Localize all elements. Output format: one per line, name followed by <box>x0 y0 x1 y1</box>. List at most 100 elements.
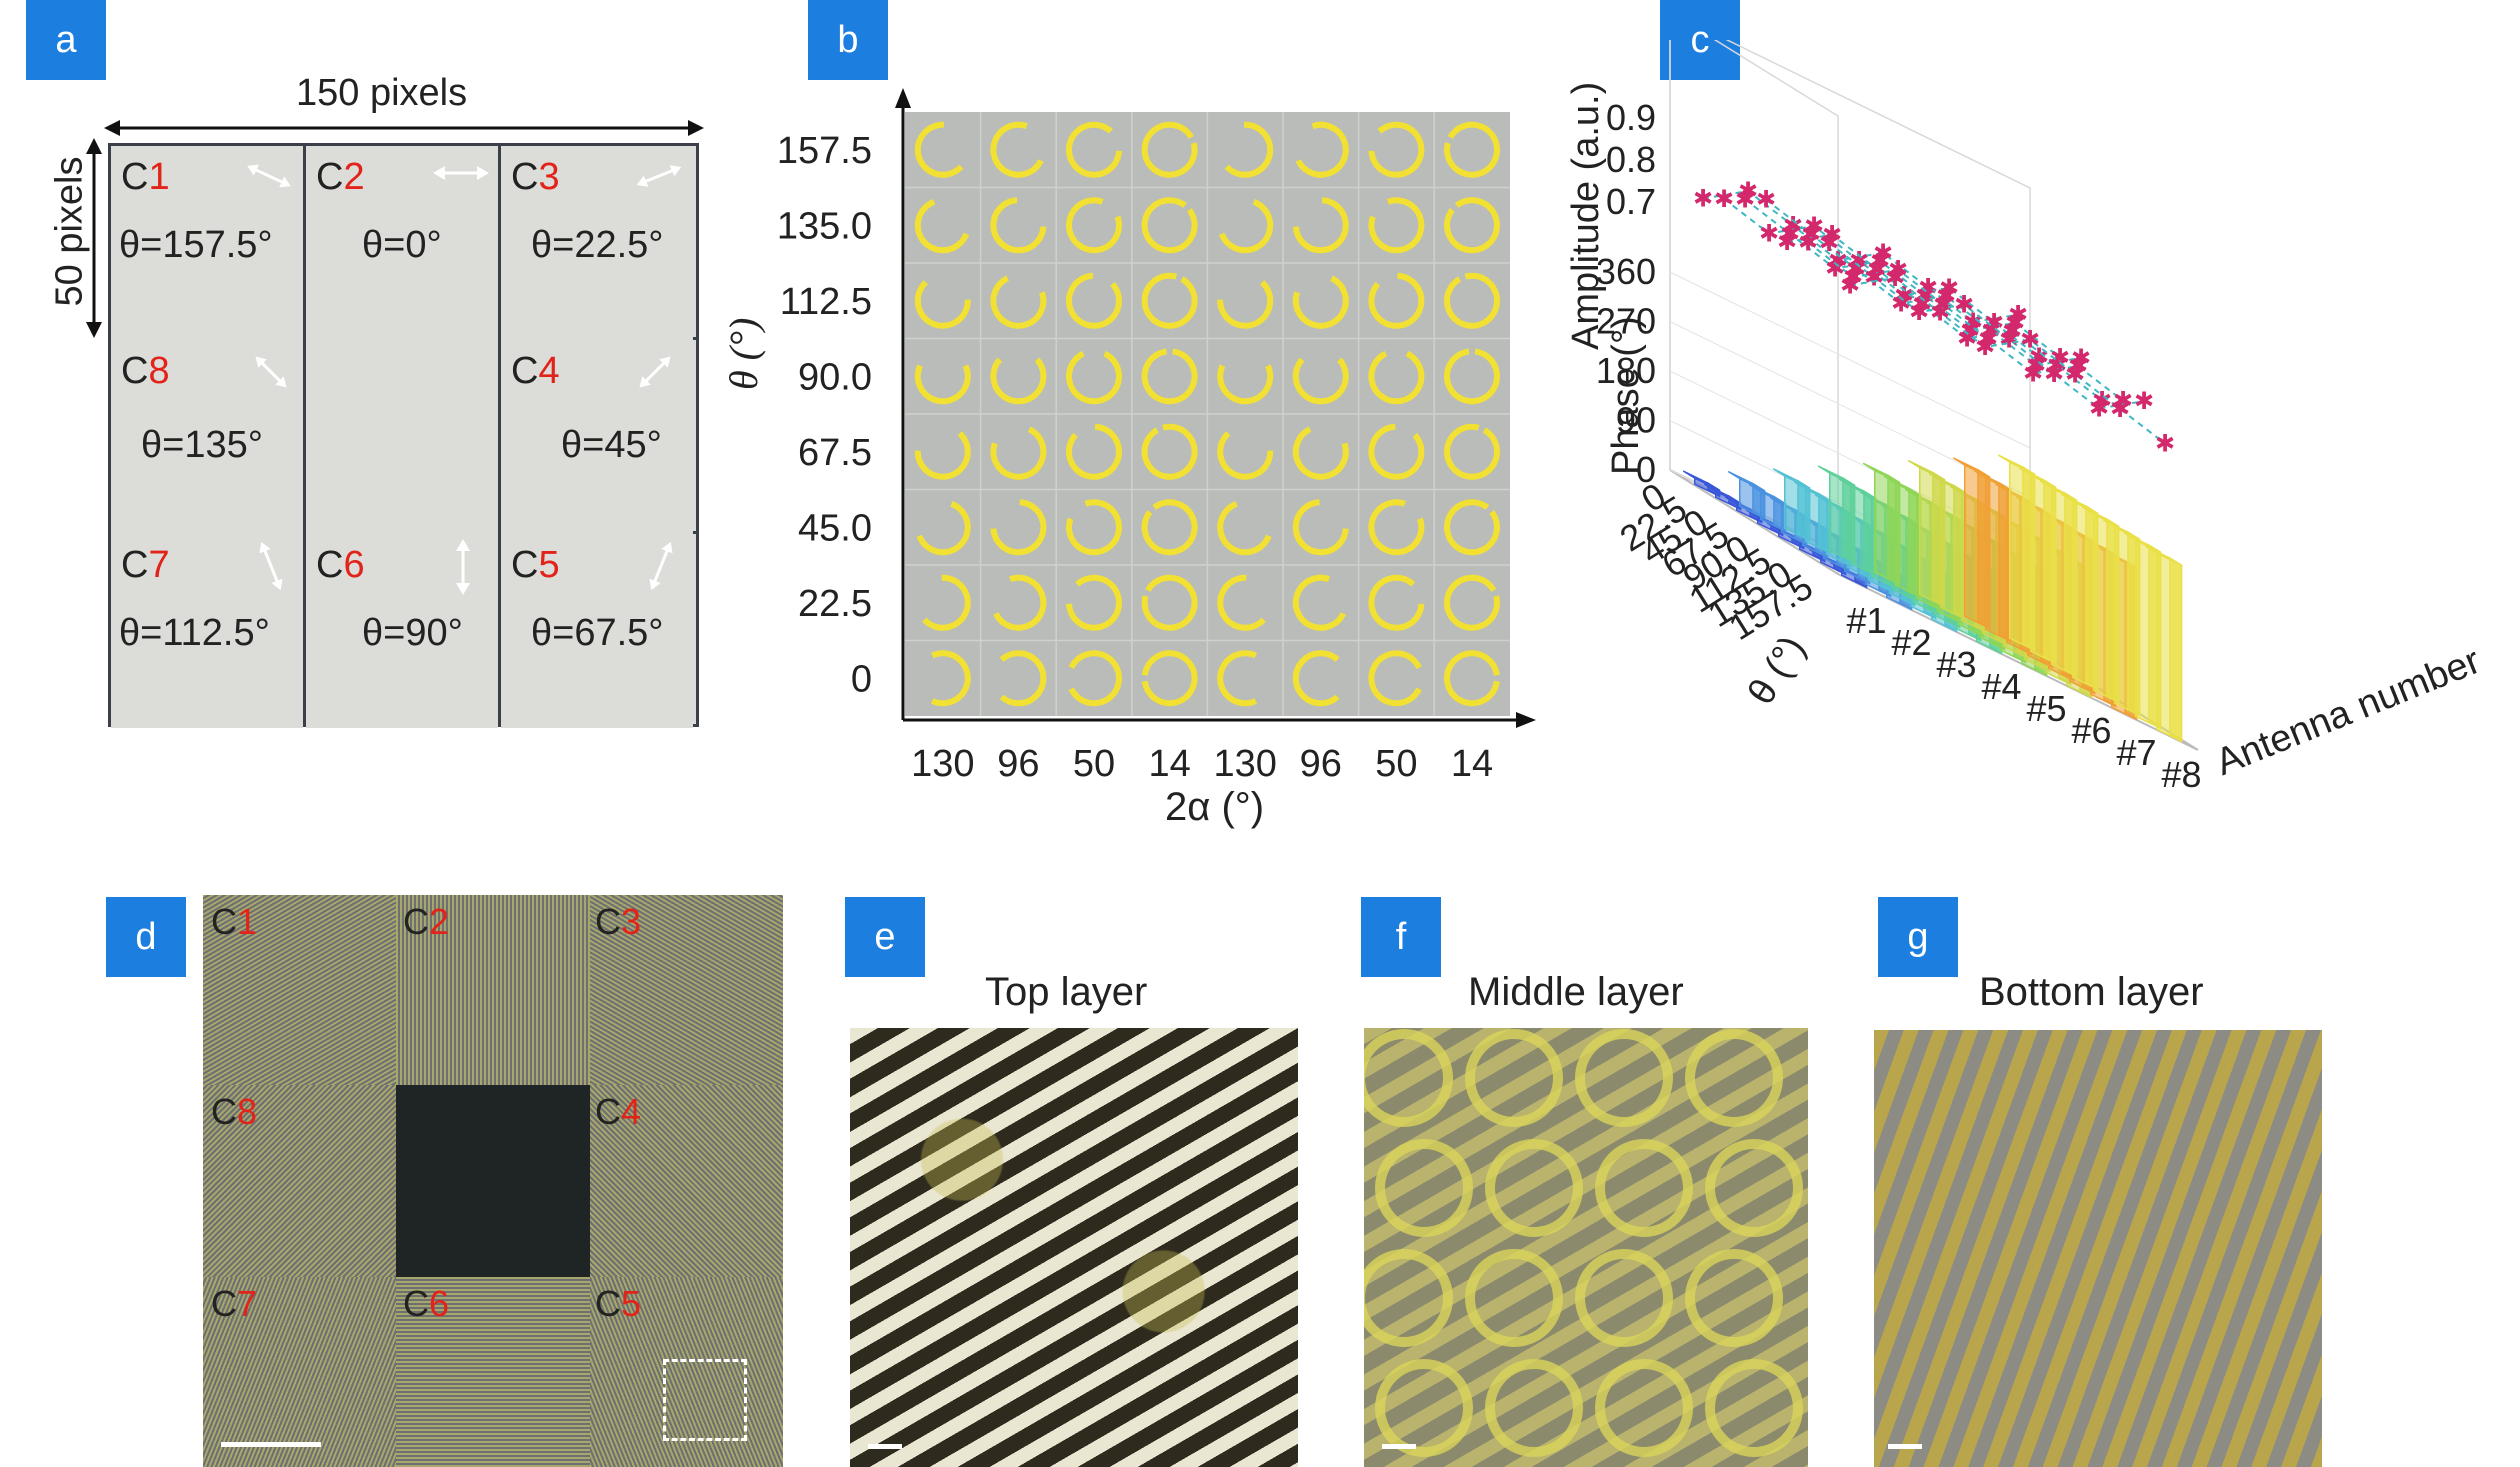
amplitude-star-marker: ✱ <box>1909 298 1929 326</box>
amplitude-star-marker: ✱ <box>2023 360 2043 388</box>
cell-theta: θ=45° <box>561 424 662 466</box>
c-antenna-tick: #2 <box>1891 622 1931 663</box>
split-ring-antenna <box>1292 499 1349 556</box>
phase-bar <box>1842 476 1856 564</box>
amplitude-star-marker: ✱ <box>1777 228 1797 256</box>
cell-theta: θ=0° <box>362 224 442 266</box>
scale-bar <box>1382 1444 1416 1449</box>
split-ring-antenna <box>1066 499 1122 556</box>
amplitude-star-marker: ✱ <box>1984 309 2004 337</box>
phase-bar <box>1997 454 2035 475</box>
amplitude-star-marker: ✱ <box>1819 229 1839 257</box>
split-ring-antenna <box>1295 121 1349 178</box>
c-phase-tick: 90 <box>1616 400 1656 441</box>
cell-c2: C2 θ=0° <box>306 146 498 340</box>
split-ring-antenna <box>914 431 971 480</box>
split-ring-antenna <box>1368 350 1425 405</box>
amplitude-star-marker: ✱ <box>2089 395 2109 423</box>
split-ring-antenna <box>1141 574 1198 631</box>
cell-theta: θ=112.5° <box>119 612 270 654</box>
split-ring-antenna <box>1066 350 1122 405</box>
c-antenna-tick: #4 <box>1981 666 2021 707</box>
amplitude-star-marker: ✱ <box>1999 325 2019 353</box>
amplitude-star-marker: ✱ <box>1939 274 1959 302</box>
d-label-c3: C3 <box>595 901 642 942</box>
split-ring-antenna <box>1217 650 1258 707</box>
split-ring-antenna <box>990 197 1047 254</box>
split-ring-antenna <box>990 275 1047 329</box>
split-ring-antenna <box>990 426 1047 480</box>
amplitude-star-marker: ✱ <box>1954 291 1974 319</box>
panel-f-tag: f <box>1361 897 1441 977</box>
split-ring-antenna <box>1218 198 1274 254</box>
amplitude-line <box>1765 198 2082 367</box>
b-y-arrowhead <box>895 88 911 108</box>
split-ring-antenna <box>1141 121 1198 178</box>
amplitude-star-marker: ✱ <box>1873 239 1893 267</box>
d-label-c5: C5 <box>595 1283 642 1324</box>
split-ring-antenna <box>1141 272 1198 329</box>
split-ring-antenna <box>1217 364 1274 405</box>
cell-c6: C6 θ=90° <box>306 534 498 728</box>
split-ring-antenna <box>1364 1029 1453 1127</box>
split-ring-antenna <box>1595 1359 1693 1457</box>
phase-bar <box>1908 487 1922 599</box>
double-arrow-157.5-icon <box>247 164 291 188</box>
amplitude-star-marker: ✱ <box>1930 299 1950 327</box>
split-ring-antenna <box>993 574 1047 631</box>
split-ring-antenna <box>1368 574 1425 631</box>
split-ring-antenna <box>922 574 971 631</box>
cell-c1: C1 θ=157.5° <box>111 146 303 340</box>
c-antenna-tick: #1 <box>1846 600 1886 641</box>
panel-b-tag: b <box>808 0 888 80</box>
phase-bar <box>1682 470 1720 491</box>
phase-bar <box>2106 517 2120 704</box>
split-ring-antenna <box>914 280 971 329</box>
e-title: Top layer <box>985 970 1148 1014</box>
region-c6 <box>396 1277 590 1467</box>
amplitude-star-marker: ✱ <box>1822 221 1842 249</box>
split-ring-antenna <box>1575 1029 1673 1127</box>
split-ring-antenna <box>1141 348 1198 405</box>
phase-bar <box>2043 478 2057 665</box>
cell-c7: C7 θ=112.5° <box>111 534 303 728</box>
amplitude-star-marker: ✱ <box>2044 360 2064 388</box>
amplitude-star-marker: ✱ <box>2134 387 2154 415</box>
split-ring-antenna <box>1068 650 1122 707</box>
amplitude-star-marker: ✱ <box>1885 264 1905 292</box>
b-xtick-label: 14 <box>1451 743 1493 785</box>
double-arrow-135-icon <box>255 356 287 388</box>
amplitude-star-marker: ✱ <box>2008 301 2028 329</box>
amplitude-line <box>1786 233 2103 402</box>
amplitude-star-marker: ✱ <box>1804 212 1824 240</box>
split-ring-antenna <box>1292 357 1349 405</box>
b-ytick-label: 90.0 <box>798 356 872 398</box>
split-ring-antenna <box>1141 650 1198 707</box>
c-antenna-tick: #6 <box>2071 710 2111 751</box>
grid-line <box>498 146 501 724</box>
micrograph-bottom-layer <box>1874 1030 2322 1467</box>
amplitude-star-marker: ✱ <box>1840 271 1860 299</box>
amplitude-star-marker: ✱ <box>1735 185 1755 213</box>
amplitude-star-marker: ✱ <box>2047 352 2067 380</box>
cell-id: C6 <box>316 544 365 586</box>
c-phase-tick: 180 <box>1596 350 1656 391</box>
amplitude-star-marker: ✱ <box>2092 386 2112 414</box>
d-label-c4: C4 <box>595 1091 642 1132</box>
double-arrow-45-icon <box>639 356 671 388</box>
split-ring-antenna <box>1292 426 1349 480</box>
cell-c3: C3 θ=22.5° <box>501 146 693 340</box>
amplitude-star-marker: ✱ <box>1957 325 1977 353</box>
cell-id: C7 <box>121 544 170 586</box>
split-ring-antenna <box>1485 1359 1583 1457</box>
split-ring-antenna <box>1444 272 1500 329</box>
3d-bar-chart: 3602701809000.90.80.7022.545.067.590.011… <box>1596 40 2202 795</box>
b-ytick-label: 112.5 <box>780 281 872 323</box>
cell-theta: θ=157.5° <box>119 224 273 266</box>
c-antenna-tick: #7 <box>2116 732 2156 773</box>
split-ring-antenna <box>1685 1249 1783 1347</box>
amplitude-star-marker: ✱ <box>2020 326 2040 354</box>
c-antenna-tick: #8 <box>2161 754 2201 795</box>
split-ring-antenna <box>1141 197 1198 254</box>
amplitude-star-marker: ✱ <box>1825 255 1845 283</box>
